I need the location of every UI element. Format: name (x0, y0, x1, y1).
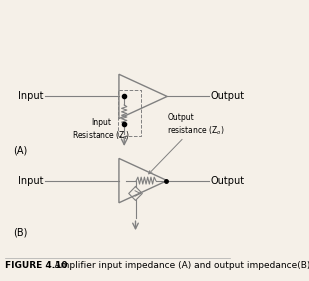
Text: Input
Resistance (Z$_i$): Input Resistance (Z$_i$) (73, 118, 131, 142)
Text: Output: Output (210, 91, 244, 101)
Text: (A): (A) (13, 146, 27, 156)
Text: Output: Output (210, 176, 244, 185)
Text: Input: Input (18, 91, 44, 101)
Text: Input: Input (18, 176, 44, 185)
Text: Output
resistance (Z$_o$): Output resistance (Z$_o$) (149, 113, 225, 174)
Text: FIGURE 4.10: FIGURE 4.10 (5, 261, 68, 270)
Text: (B): (B) (13, 227, 27, 237)
Text: Amplifier input impedance (A) and output impedance(B).: Amplifier input impedance (A) and output… (43, 261, 309, 270)
